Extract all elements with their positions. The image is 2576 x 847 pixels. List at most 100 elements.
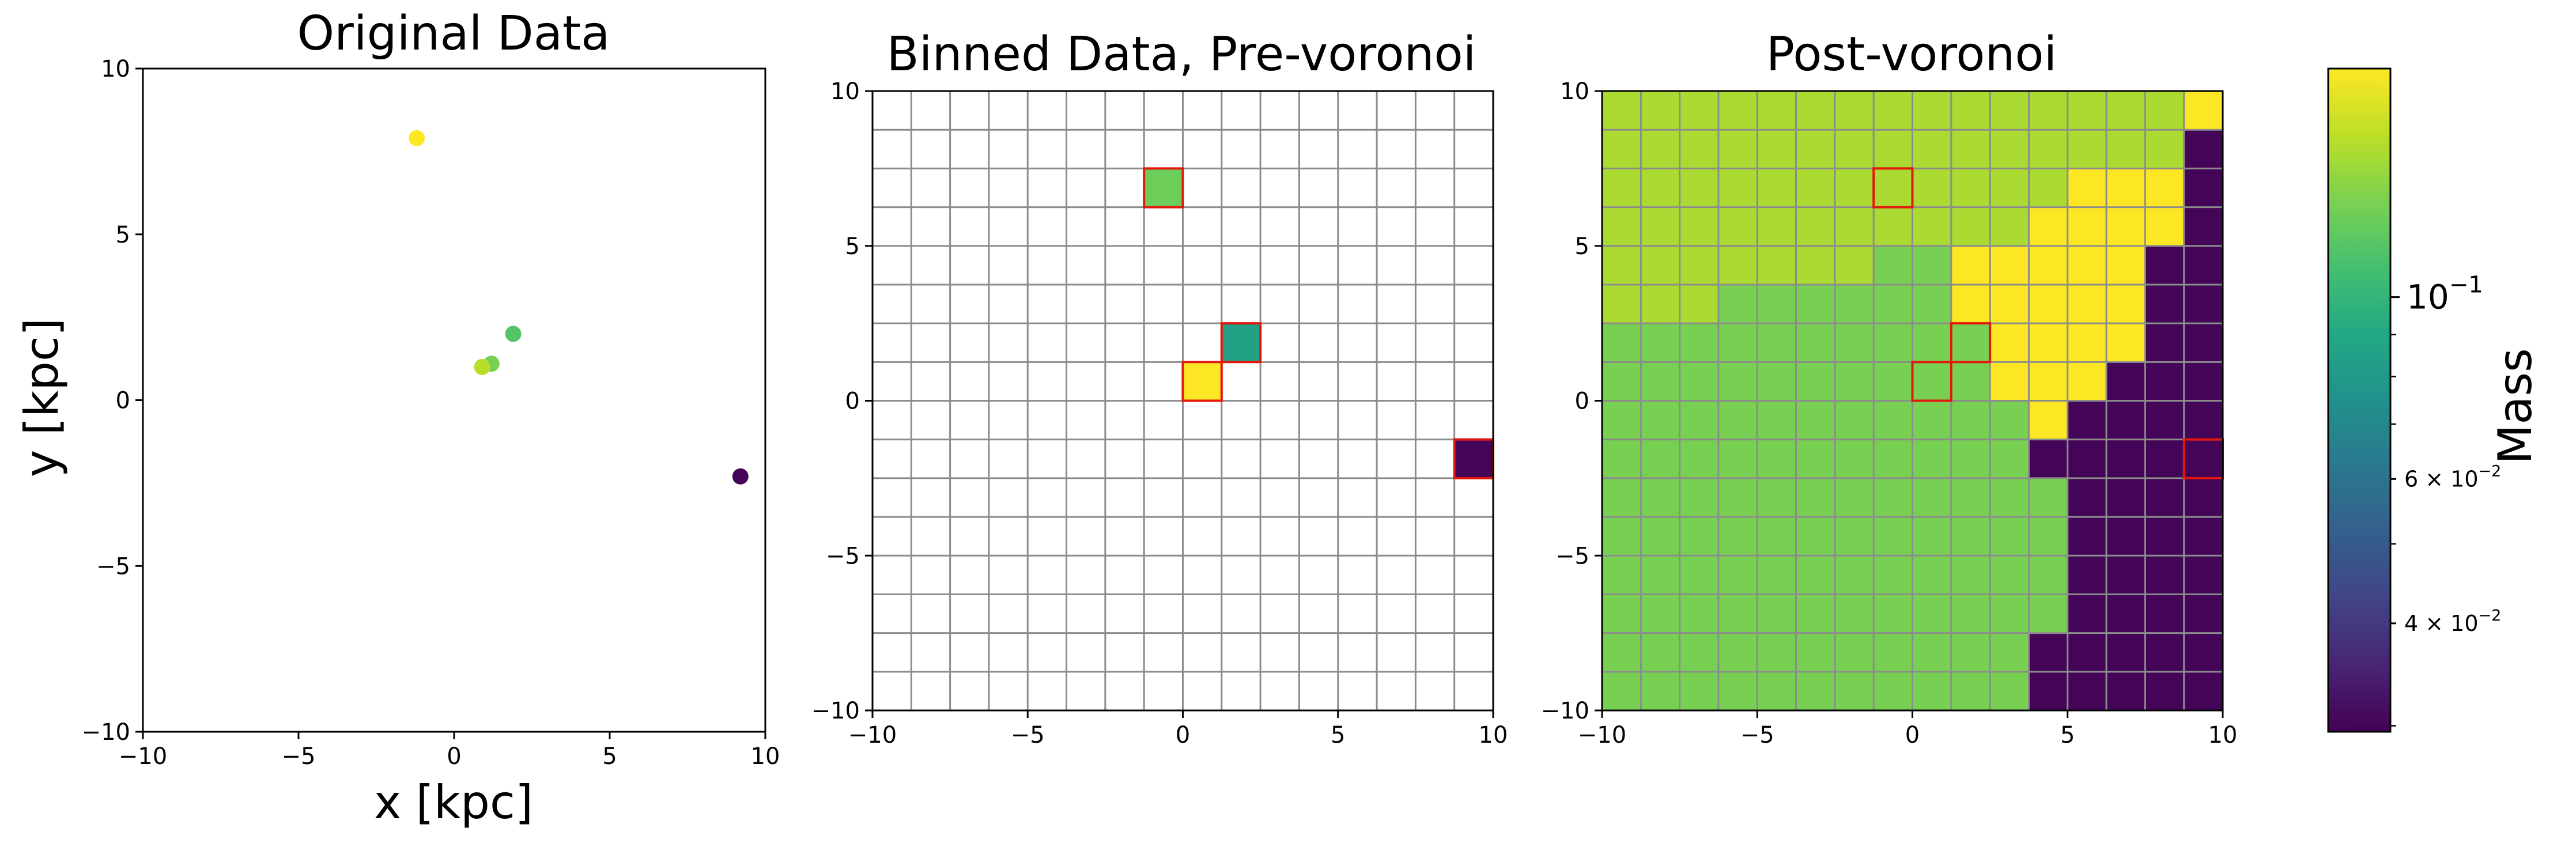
voronoi-cell [2184,323,2223,362]
voronoi-cell [1912,207,1952,247]
voronoi-cell [1990,439,2029,479]
voronoi-cell [1834,594,1874,634]
x-tick-label: 0 [1176,722,1190,748]
voronoi-cell [2106,130,2146,169]
voronoi-cell [2106,671,2146,711]
voronoi-cell [1602,323,1641,362]
voronoi-cell [1834,323,1874,362]
voronoi-cell [1834,439,1874,479]
voronoi-cell [2184,245,2223,285]
voronoi-cell [1834,168,1874,208]
voronoi-cell [1796,400,1835,440]
y-tick-label: −10 [1541,698,1589,724]
y-tick-label: 10 [830,78,860,105]
voronoi-cell [1641,362,1680,401]
voronoi-cell [2145,168,2185,208]
voronoi-cell [1679,439,1719,479]
voronoi-cell [1912,439,1952,479]
voronoi-cell [1834,130,1874,169]
voronoi-cell [1912,323,1952,362]
voronoi-cell [1951,323,1990,362]
voronoi-cell [1641,439,1680,479]
voronoi-cell [2106,555,2146,595]
voronoi-cell [1718,478,1758,517]
voronoi-cell [1796,284,1835,324]
voronoi-cell [2029,671,2068,711]
scatter-point [474,358,490,375]
voronoi-cell [1951,362,1990,401]
voronoi-cell [1912,478,1952,517]
voronoi-cell [1834,400,1874,440]
x-tick-label: −10 [848,722,897,748]
voronoi-cell [2145,362,2185,401]
voronoi-cell [1796,207,1835,247]
voronoi-cell [1796,91,1835,130]
voronoi-cell [1990,91,2029,130]
voronoi-cell [2106,323,2146,362]
axes-frame [1601,90,2224,712]
voronoi-cell [2106,517,2146,556]
voronoi-cell [1874,91,1913,130]
voronoi-cell [1602,284,1641,324]
voronoi-cell [1990,207,2029,247]
voronoi-cell [2106,594,2146,634]
voronoi-cell [1990,478,2029,517]
voronoi-cell [1718,323,1758,362]
voronoi-cell [1912,400,1952,440]
voronoi-cell [1757,478,1797,517]
y-tick-label: −5 [1555,543,1589,569]
voronoi-cell [2067,400,2107,440]
voronoi-cell [1951,439,1990,479]
voronoi-cell [1718,633,1758,672]
voronoi-cell [1796,478,1835,517]
voronoi-cell [2106,207,2146,247]
voronoi-cell [2184,439,2223,479]
voronoi-cell [1912,245,1952,285]
voronoi-cell [1874,207,1913,247]
voronoi-cell [2067,517,2107,556]
voronoi-cell [1912,633,1952,672]
voronoi-cell [2029,517,2068,556]
voronoi-cell [1757,517,1797,556]
bin-cell [1221,323,1261,362]
voronoi-cell [2106,400,2146,440]
voronoi-cell [2145,284,2185,324]
voronoi-cell [1834,555,1874,595]
voronoi-cell [1874,439,1913,479]
x-tick-label: −5 [282,743,316,770]
voronoi-cell [2029,400,2068,440]
voronoi-cell [1679,400,1719,440]
bin-cell [1454,439,1493,478]
voronoi-cell [1757,245,1797,285]
voronoi-cell [1757,439,1797,479]
voronoi-cell [1757,323,1797,362]
x-tick-label: −10 [1578,722,1626,748]
title-binned-data: Binned Data, Pre-voronoi [887,27,1476,82]
voronoi-cell [1874,245,1913,285]
voronoi-cell [1602,168,1641,208]
voronoi-cell [2184,633,2223,672]
voronoi-cell [1796,130,1835,169]
voronoi-cell [2029,633,2068,672]
x-tick-label: −5 [1011,722,1045,748]
voronoi-cell [1912,362,1952,401]
voronoi-cell [2106,284,2146,324]
voronoi-cell [1990,671,2029,711]
voronoi-cell [1602,633,1641,672]
voronoi-cell [2145,478,2185,517]
voronoi-cell [1951,517,1990,556]
voronoi-cell [1874,671,1913,711]
voronoi-cell [1796,517,1835,556]
voronoi-cell [1951,130,1990,169]
voronoi-cell [2145,594,2185,634]
voronoi-cell [2067,245,2107,285]
scatter-point [409,130,425,146]
voronoi-cell [2184,362,2223,401]
voronoi-cell [1990,130,2029,169]
voronoi-cell [1951,633,1990,672]
voronoi-cell [2029,555,2068,595]
voronoi-cell [2029,207,2068,247]
highlighted-bin [1872,167,1914,209]
voronoi-cell [1912,130,1952,169]
voronoi-cell [1602,400,1641,440]
